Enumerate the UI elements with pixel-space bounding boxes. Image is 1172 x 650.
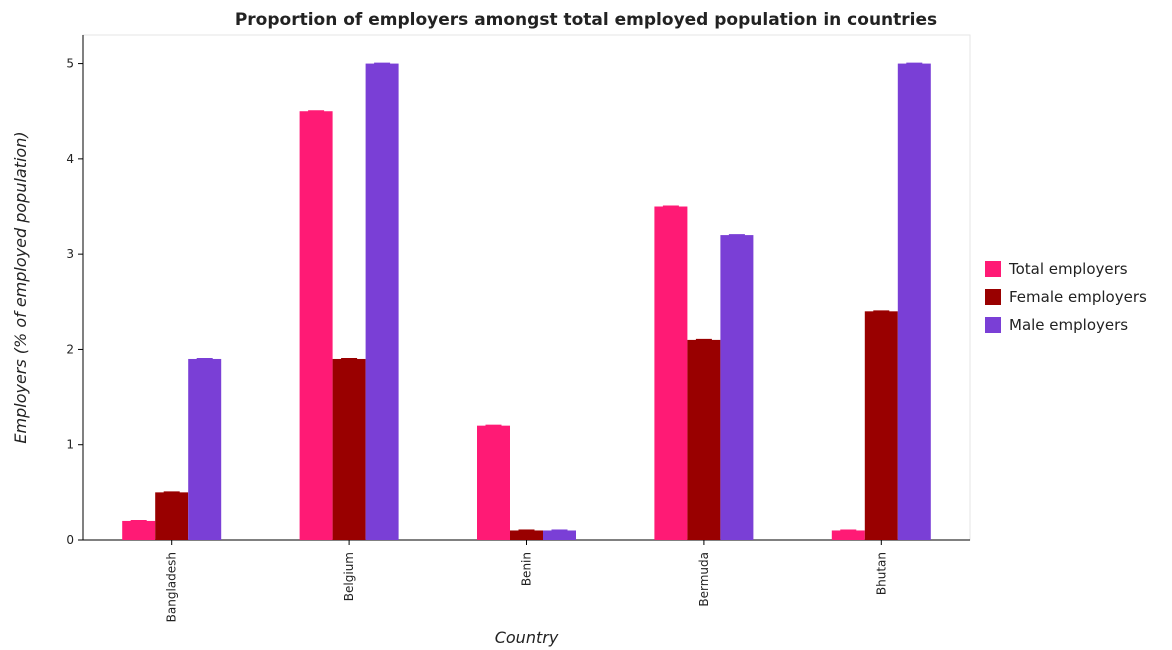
bar [720, 235, 754, 540]
bar [864, 311, 898, 540]
bar [831, 530, 865, 540]
x-axis-label: Country [495, 628, 559, 647]
x-tick-label: Bangladesh [165, 552, 179, 622]
bar [687, 339, 721, 540]
x-tick-label: Bermuda [697, 552, 711, 607]
y-tick-label: 4 [66, 152, 74, 166]
y-tick-label: 1 [66, 438, 74, 452]
bar [299, 111, 333, 541]
legend-label: Female employers [1009, 288, 1147, 306]
y-tick-label: 5 [66, 57, 74, 71]
y-tick-label: 0 [66, 533, 74, 547]
y-tick-label: 3 [66, 247, 74, 261]
chart-title: Proportion of employers amongst total em… [234, 10, 938, 30]
bar [155, 492, 189, 540]
legend-label: Male employers [1009, 316, 1128, 334]
bar [510, 530, 543, 540]
bar [477, 425, 510, 540]
bar [122, 520, 156, 540]
bar [543, 530, 576, 540]
legend-swatch [985, 317, 1001, 333]
x-tick-label: Bhutan [874, 552, 888, 595]
bar [654, 206, 688, 540]
bar [188, 358, 222, 540]
bar [332, 358, 366, 540]
legend-swatch [985, 261, 1001, 277]
bar [897, 63, 931, 541]
x-tick-label: Belgium [342, 552, 356, 601]
legend-label: Total employers [1008, 260, 1128, 278]
y-tick-label: 2 [66, 342, 74, 356]
bar [365, 63, 399, 541]
x-tick-label: Benin [520, 552, 534, 586]
legend-swatch [985, 289, 1001, 305]
y-axis-label: Employers (% of employed population) [11, 131, 30, 443]
